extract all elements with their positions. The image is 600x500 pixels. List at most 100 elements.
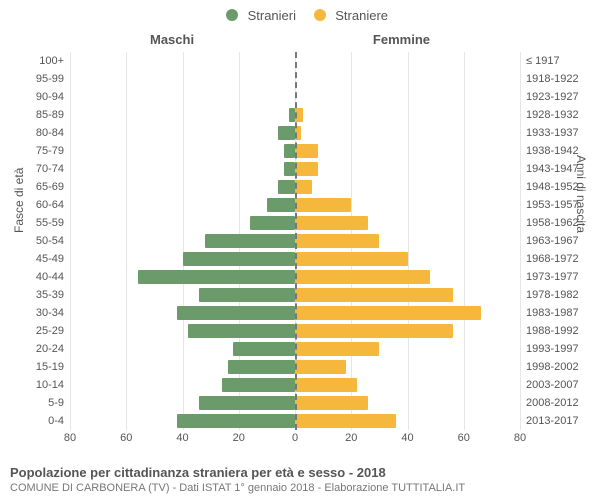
x-tick: 80 [514,432,526,444]
y-label-birth: 1953-1957 [526,196,579,214]
y-label-age: 55-59 [0,214,64,232]
bar-female [295,198,351,212]
x-tick: 40 [401,432,413,444]
bar-female [295,144,318,158]
bar-male [188,324,295,338]
y-label-birth: 1978-1982 [526,286,579,304]
legend-item-male: Stranieri [212,8,296,23]
legend-item-female: Straniere [300,8,388,23]
y-label-age: 85-89 [0,106,64,124]
bar-male [205,234,295,248]
y-label-birth: 1943-1947 [526,160,579,178]
bar-female [295,180,312,194]
population-pyramid: Stranieri Straniere Maschi Femmine Fasce… [0,0,600,500]
grid-line [464,52,465,430]
y-label-age: 40-44 [0,268,64,286]
y-label-birth: 1958-1962 [526,214,579,232]
bar-female [295,342,379,356]
x-tick: 20 [345,432,357,444]
legend-swatch-female [314,9,326,21]
bar-male [233,342,295,356]
y-label-birth: 1948-1952 [526,178,579,196]
female-half [295,52,520,430]
bar-male [177,414,295,428]
x-axis-ticks: 80604020020406080 [70,432,520,448]
y-label-age: 20-24 [0,340,64,358]
y-label-birth: 1983-1987 [526,304,579,322]
y-label-birth: 2003-2007 [526,376,579,394]
bar-male [278,180,295,194]
side-title-female: Femmine [373,32,430,47]
y-label-birth: ≤ 1917 [526,52,560,70]
x-tick: 40 [176,432,188,444]
bar-female [295,288,453,302]
chart-title: Popolazione per cittadinanza straniera p… [10,465,590,480]
legend-swatch-male [226,9,238,21]
chart-subtitle: COMUNE DI CARBONERA (TV) - Dati ISTAT 1°… [10,482,590,494]
x-tick: 60 [458,432,470,444]
y-label-birth: 1968-1972 [526,250,579,268]
grid-line [183,52,184,430]
bar-male [222,378,295,392]
grid-line [126,52,127,430]
grid-line [408,52,409,430]
y-label-birth: 1928-1932 [526,106,579,124]
y-label-birth: 1963-1967 [526,232,579,250]
x-tick: 80 [64,432,76,444]
y-label-age: 50-54 [0,232,64,250]
zero-axis [295,52,297,430]
bar-male [199,288,295,302]
y-label-birth: 1933-1937 [526,124,579,142]
y-label-age: 15-19 [0,358,64,376]
chart-footer: Popolazione per cittadinanza straniera p… [10,465,590,494]
bar-male [228,360,296,374]
side-title-male: Maschi [150,32,194,47]
y-label-age: 45-49 [0,250,64,268]
bar-male [267,198,295,212]
bar-female [295,162,318,176]
bar-male [278,126,295,140]
y-label-age: 100+ [0,52,64,70]
y-label-age: 10-14 [0,376,64,394]
y-label-birth: 1998-2002 [526,358,579,376]
bar-female [295,396,368,410]
x-tick: 20 [233,432,245,444]
y-label-birth: 2013-2017 [526,412,579,430]
y-label-birth: 1993-1997 [526,340,579,358]
y-label-age: 75-79 [0,142,64,160]
y-label-age: 60-64 [0,196,64,214]
y-label-age: 25-29 [0,322,64,340]
bar-female [295,378,357,392]
y-label-age: 95-99 [0,70,64,88]
grid-line [520,52,521,430]
bar-female [295,306,481,320]
plot-area [70,52,520,430]
y-label-age: 30-34 [0,304,64,322]
x-tick: 0 [292,432,298,444]
y-label-age: 90-94 [0,88,64,106]
bar-female [295,234,379,248]
bar-female [295,324,453,338]
grid-line [70,52,71,430]
bar-female [295,270,430,284]
y-label-age: 80-84 [0,124,64,142]
bar-male [183,252,296,266]
male-half [70,52,295,430]
y-label-age: 70-74 [0,160,64,178]
bar-male [284,144,295,158]
bar-female [295,252,408,266]
y-label-birth: 1918-1922 [526,70,579,88]
y-label-birth: 1973-1977 [526,268,579,286]
y-label-age: 0-4 [0,412,64,430]
bar-male [138,270,296,284]
y-label-birth: 1988-1992 [526,322,579,340]
y-label-age: 35-39 [0,286,64,304]
bar-male [199,396,295,410]
y-label-birth: 2008-2012 [526,394,579,412]
y-label-age: 65-69 [0,178,64,196]
legend-label-male: Stranieri [248,8,296,23]
y-label-birth: 1923-1927 [526,88,579,106]
legend-label-female: Straniere [335,8,388,23]
y-label-age: 5-9 [0,394,64,412]
y-label-birth: 1938-1942 [526,142,579,160]
